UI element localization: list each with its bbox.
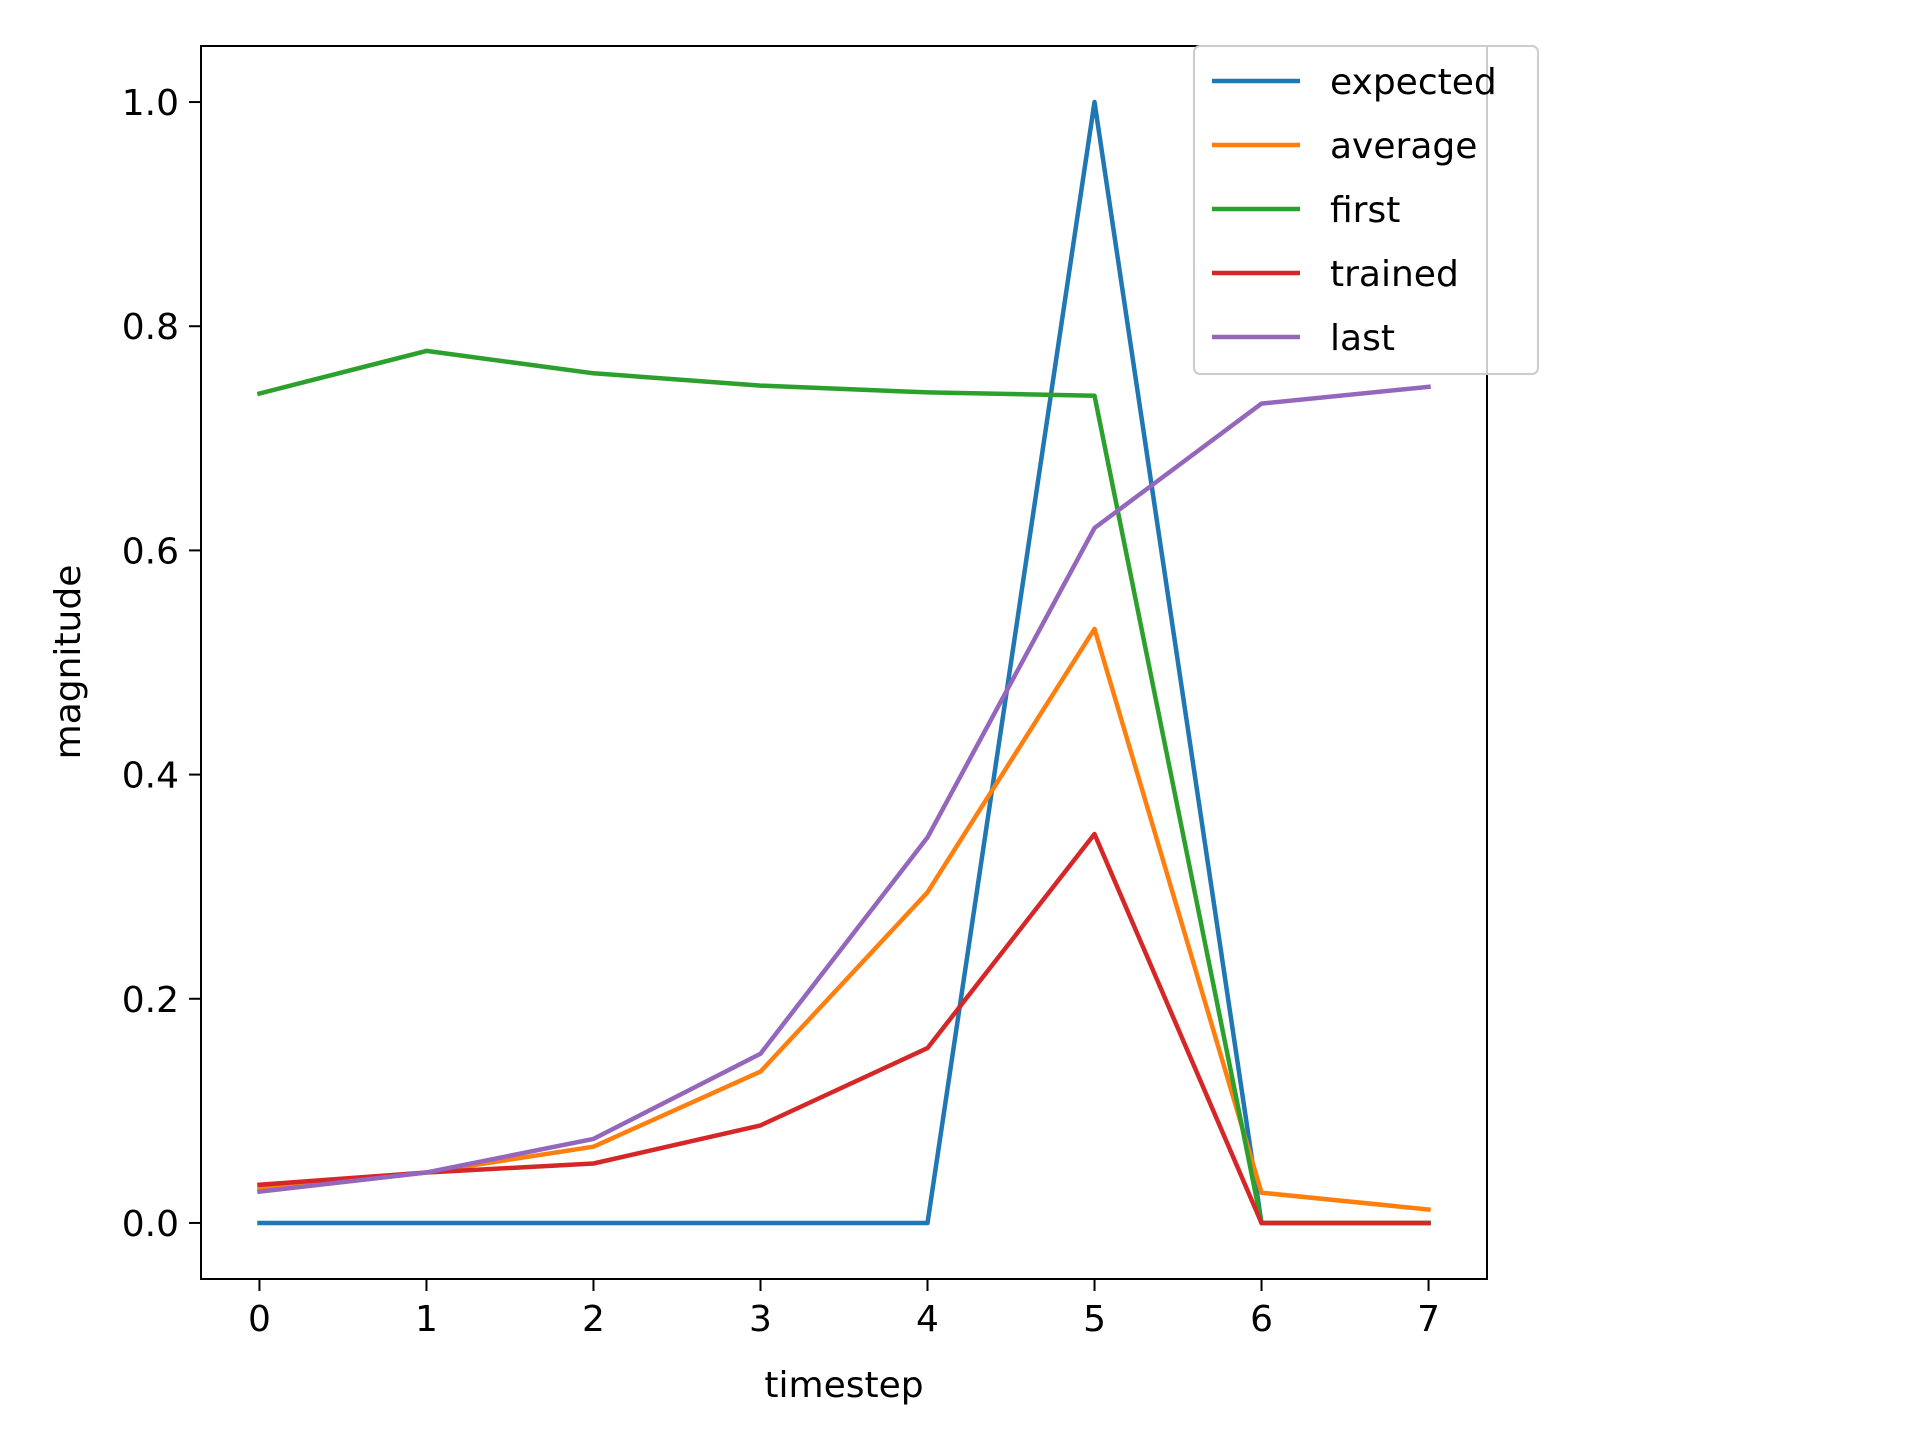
series-line-first (256, 348, 1431, 1226)
series-line-last (257, 384, 1431, 1195)
x-tick-label: 5 (1083, 1299, 1106, 1340)
legend-label-last: last (1330, 318, 1395, 359)
x-tick-label: 7 (1417, 1299, 1440, 1340)
y-tick-label: 0.0 (122, 1204, 179, 1245)
x-tick-label: 3 (749, 1299, 772, 1340)
legend-label-expected: expected (1330, 62, 1497, 103)
x-tick-label: 6 (1250, 1299, 1273, 1340)
legend-label-first: first (1330, 190, 1400, 231)
legend-label-trained: trained (1330, 254, 1459, 295)
y-tick-label: 0.6 (122, 531, 179, 572)
legend-label-average: average (1330, 126, 1477, 167)
x-tick-label: 1 (415, 1299, 438, 1340)
x-tick-label: 2 (582, 1299, 605, 1340)
legend: expected average first trained last (1193, 45, 1539, 375)
plot-frame (200, 45, 1488, 1280)
x-axis-label: timestep (764, 1365, 923, 1406)
series-line-expected (257, 99, 1431, 1226)
series-line-trained (257, 831, 1431, 1226)
legend-box (1193, 45, 1539, 375)
x-tick-label: 4 (916, 1299, 939, 1340)
y-axis: 0.0 0.2 0.4 0.6 0.8 1.0 (122, 83, 201, 1245)
x-tick-label: 0 (248, 1299, 271, 1340)
x-axis: 0 1 2 3 4 5 6 7 (248, 1279, 1440, 1340)
series-layer (256, 99, 1431, 1226)
y-tick-label: 0.4 (122, 756, 179, 797)
y-axis-label: magnitude (48, 565, 89, 760)
y-tick-label: 1.0 (122, 83, 179, 124)
y-tick-label: 0.2 (122, 980, 179, 1021)
y-tick-label: 0.8 (122, 307, 179, 348)
